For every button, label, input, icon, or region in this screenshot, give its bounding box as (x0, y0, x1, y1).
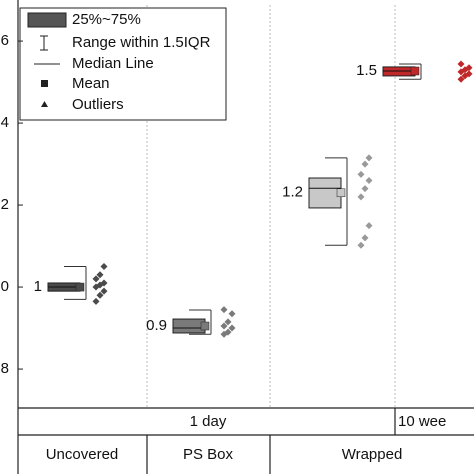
outlier (96, 291, 104, 299)
y-tick-label: 4 (1, 114, 9, 131)
outlier (92, 297, 100, 305)
outlier (228, 310, 236, 318)
outlier (465, 64, 473, 72)
legend: 25%~75% Range within 1.5IQR Median Line … (19, 7, 227, 121)
outlier (357, 193, 365, 201)
legend-label: Outliers (72, 96, 124, 113)
outlier (100, 287, 108, 295)
outlier (457, 75, 465, 83)
outlier (365, 154, 373, 162)
mean (75, 282, 85, 292)
outlier (365, 222, 373, 230)
box (308, 177, 342, 209)
outlier (361, 185, 369, 193)
outlier (357, 170, 365, 178)
mean-label: 0.9 (146, 317, 167, 334)
mean-label: 1 (34, 278, 42, 295)
group-label: 10 wee (398, 413, 446, 430)
mean (336, 188, 346, 198)
y-tick-label: 0 (1, 278, 9, 295)
y-tick-label: 8 (1, 360, 9, 377)
y-tick-label: 2 (1, 196, 9, 213)
box (172, 318, 206, 334)
outlier (365, 176, 373, 184)
legend-label: Mean (72, 75, 110, 92)
category-label: PS Box (183, 446, 234, 463)
legend-label: Range within 1.5IQR (72, 34, 211, 51)
legend-label: 25%~75% (72, 11, 141, 28)
mean (200, 321, 210, 331)
outlier (357, 241, 365, 249)
outlier (224, 318, 232, 326)
outlier (457, 60, 465, 68)
legend-label: Median Line (72, 55, 154, 72)
outlier (100, 279, 108, 287)
outlier (220, 322, 228, 330)
outlier (220, 306, 228, 314)
outlier (92, 275, 100, 283)
outlier (224, 328, 232, 336)
y-tick-label: 6 (1, 32, 9, 49)
mean (410, 66, 420, 76)
outlier (361, 160, 369, 168)
outlier (465, 70, 473, 78)
outlier (96, 271, 104, 279)
outlier (100, 263, 108, 271)
mean-label: 1.2 (282, 184, 303, 201)
frame (17, 0, 474, 474)
outlier (228, 324, 236, 332)
mean-label: 1.5 (356, 62, 377, 79)
category-label: Wrapped (342, 446, 403, 463)
outlier (361, 234, 369, 242)
separators (146, 5, 396, 408)
group-label: 1 day (190, 413, 227, 430)
category-label: Uncovered (46, 446, 119, 463)
